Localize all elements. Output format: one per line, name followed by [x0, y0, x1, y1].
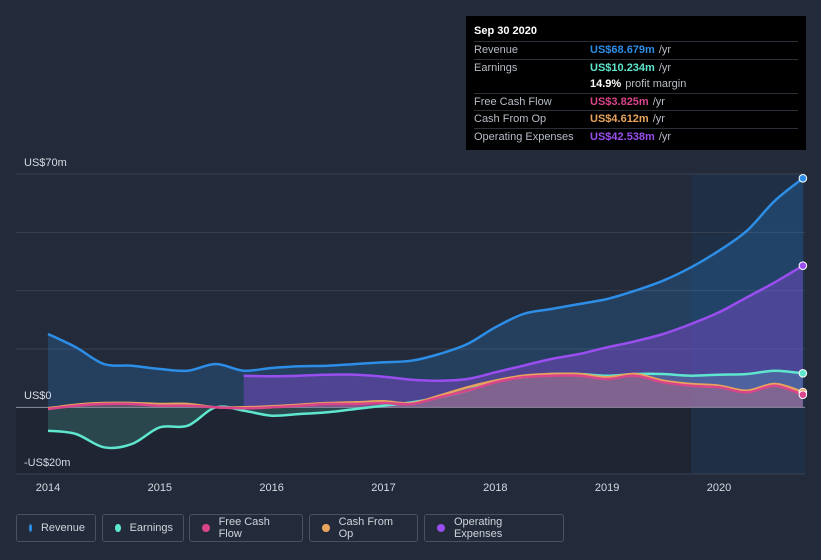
legend-item-cash-from-op[interactable]: Cash From Op — [309, 514, 418, 542]
tooltip-value: 14.9% — [590, 78, 622, 91]
end-marker-earnings — [798, 369, 808, 378]
tooltip-row-earnings: Earnings US$10.234m /yr — [474, 58, 798, 77]
tooltip-unit: /yr — [652, 113, 665, 126]
legend-dot-icon — [202, 524, 210, 532]
series-line-operating-expenses — [243, 264, 804, 382]
legend-dot-icon — [115, 524, 121, 532]
tooltip-unit: /yr — [658, 44, 672, 56]
x-tick-label: 2014 — [36, 482, 60, 494]
legend-item-revenue[interactable]: Revenue — [16, 514, 96, 542]
series-line-revenue — [47, 177, 804, 373]
gridlines — [16, 173, 805, 475]
x-tick-label: 2018 — [483, 482, 507, 494]
series-line-free-cash-flow — [47, 374, 804, 411]
x-tick-label: 2017 — [371, 482, 395, 494]
plot-background — [16, 407, 692, 474]
tooltip-row-margin: 14.9% profit margin — [474, 76, 798, 93]
x-tick-label: 2019 — [595, 482, 619, 494]
end-markers — [798, 174, 808, 399]
legend-label: Earnings — [129, 522, 173, 534]
series-area-earnings — [48, 370, 803, 448]
tooltip-value: US$42.538m — [590, 130, 655, 143]
legend-item-operating-expenses[interactable]: Operating Expenses — [424, 514, 564, 542]
legend-label: Revenue — [40, 522, 85, 534]
series-area-cash-from-op — [48, 373, 803, 409]
series-area-revenue — [48, 178, 803, 408]
tooltip-unit: /yr — [658, 130, 672, 143]
end-marker-operating-expenses — [798, 261, 808, 270]
tooltip-date: Sep 30 2020 — [474, 25, 537, 37]
y-tick-label: US$70m — [24, 157, 67, 169]
data-tooltip: Sep 30 2020 Revenue US$68.679m /yr Earni… — [466, 16, 806, 150]
tooltip-value: US$10.234m — [590, 61, 655, 74]
end-marker-revenue — [798, 174, 808, 183]
legend-item-earnings[interactable]: Earnings — [102, 514, 184, 542]
tooltip-label — [474, 76, 590, 93]
legend-item-free-cash-flow[interactable]: Free Cash Flow — [189, 514, 303, 542]
tooltip-row-fcf: Free Cash Flow US$3.825m /yr — [474, 92, 798, 111]
tooltip-label: Free Cash Flow — [474, 95, 552, 108]
tooltip-label: Cash From Op — [474, 113, 547, 126]
x-tick-label: 2020 — [707, 482, 731, 494]
legend-dot-icon — [437, 524, 445, 532]
highlight-band — [691, 174, 805, 474]
tooltip-row-revenue: Revenue US$68.679m /yr — [474, 41, 798, 59]
tooltip-row-cfo: Cash From Op US$4.612m /yr — [474, 110, 798, 128]
tooltip-label: Revenue — [474, 44, 519, 56]
y-tick-label: US$0 — [24, 390, 52, 402]
legend-label: Free Cash Flow — [218, 516, 270, 540]
tooltip-unit: /yr — [652, 95, 665, 108]
tooltip-value: US$3.825m — [590, 95, 649, 108]
legend-dot-icon — [322, 524, 330, 532]
series-area-free-cash-flow — [48, 375, 803, 409]
series-areas — [48, 178, 803, 448]
tooltip-label: Operating Expenses — [474, 130, 574, 143]
tooltip-row-opex: Operating Expenses US$42.538m /yr — [474, 127, 798, 146]
series-lines — [47, 177, 804, 450]
legend-label: Cash From Op — [338, 516, 393, 540]
legend-dot-icon — [29, 524, 32, 532]
tooltip-value: US$4.612m — [590, 113, 649, 126]
tooltip-unit: profit margin — [625, 78, 687, 91]
x-axis-labels: 2014 2015 2016 2017 2018 2019 2020 — [36, 482, 731, 494]
x-tick-label: 2016 — [259, 482, 283, 494]
y-axis-labels: US$70m US$0 -US$20m — [24, 157, 70, 469]
tooltip-unit: /yr — [658, 61, 672, 74]
tooltip-label: Earnings — [474, 61, 518, 74]
y-tick-label: -US$20m — [24, 457, 70, 469]
x-tick-label: 2015 — [148, 482, 172, 494]
end-marker-free-cash-flow — [798, 390, 808, 399]
legend-label: Operating Expenses — [453, 516, 503, 540]
series-area-operating-expenses — [243, 265, 803, 408]
tooltip-value: US$68.679m — [590, 44, 655, 56]
